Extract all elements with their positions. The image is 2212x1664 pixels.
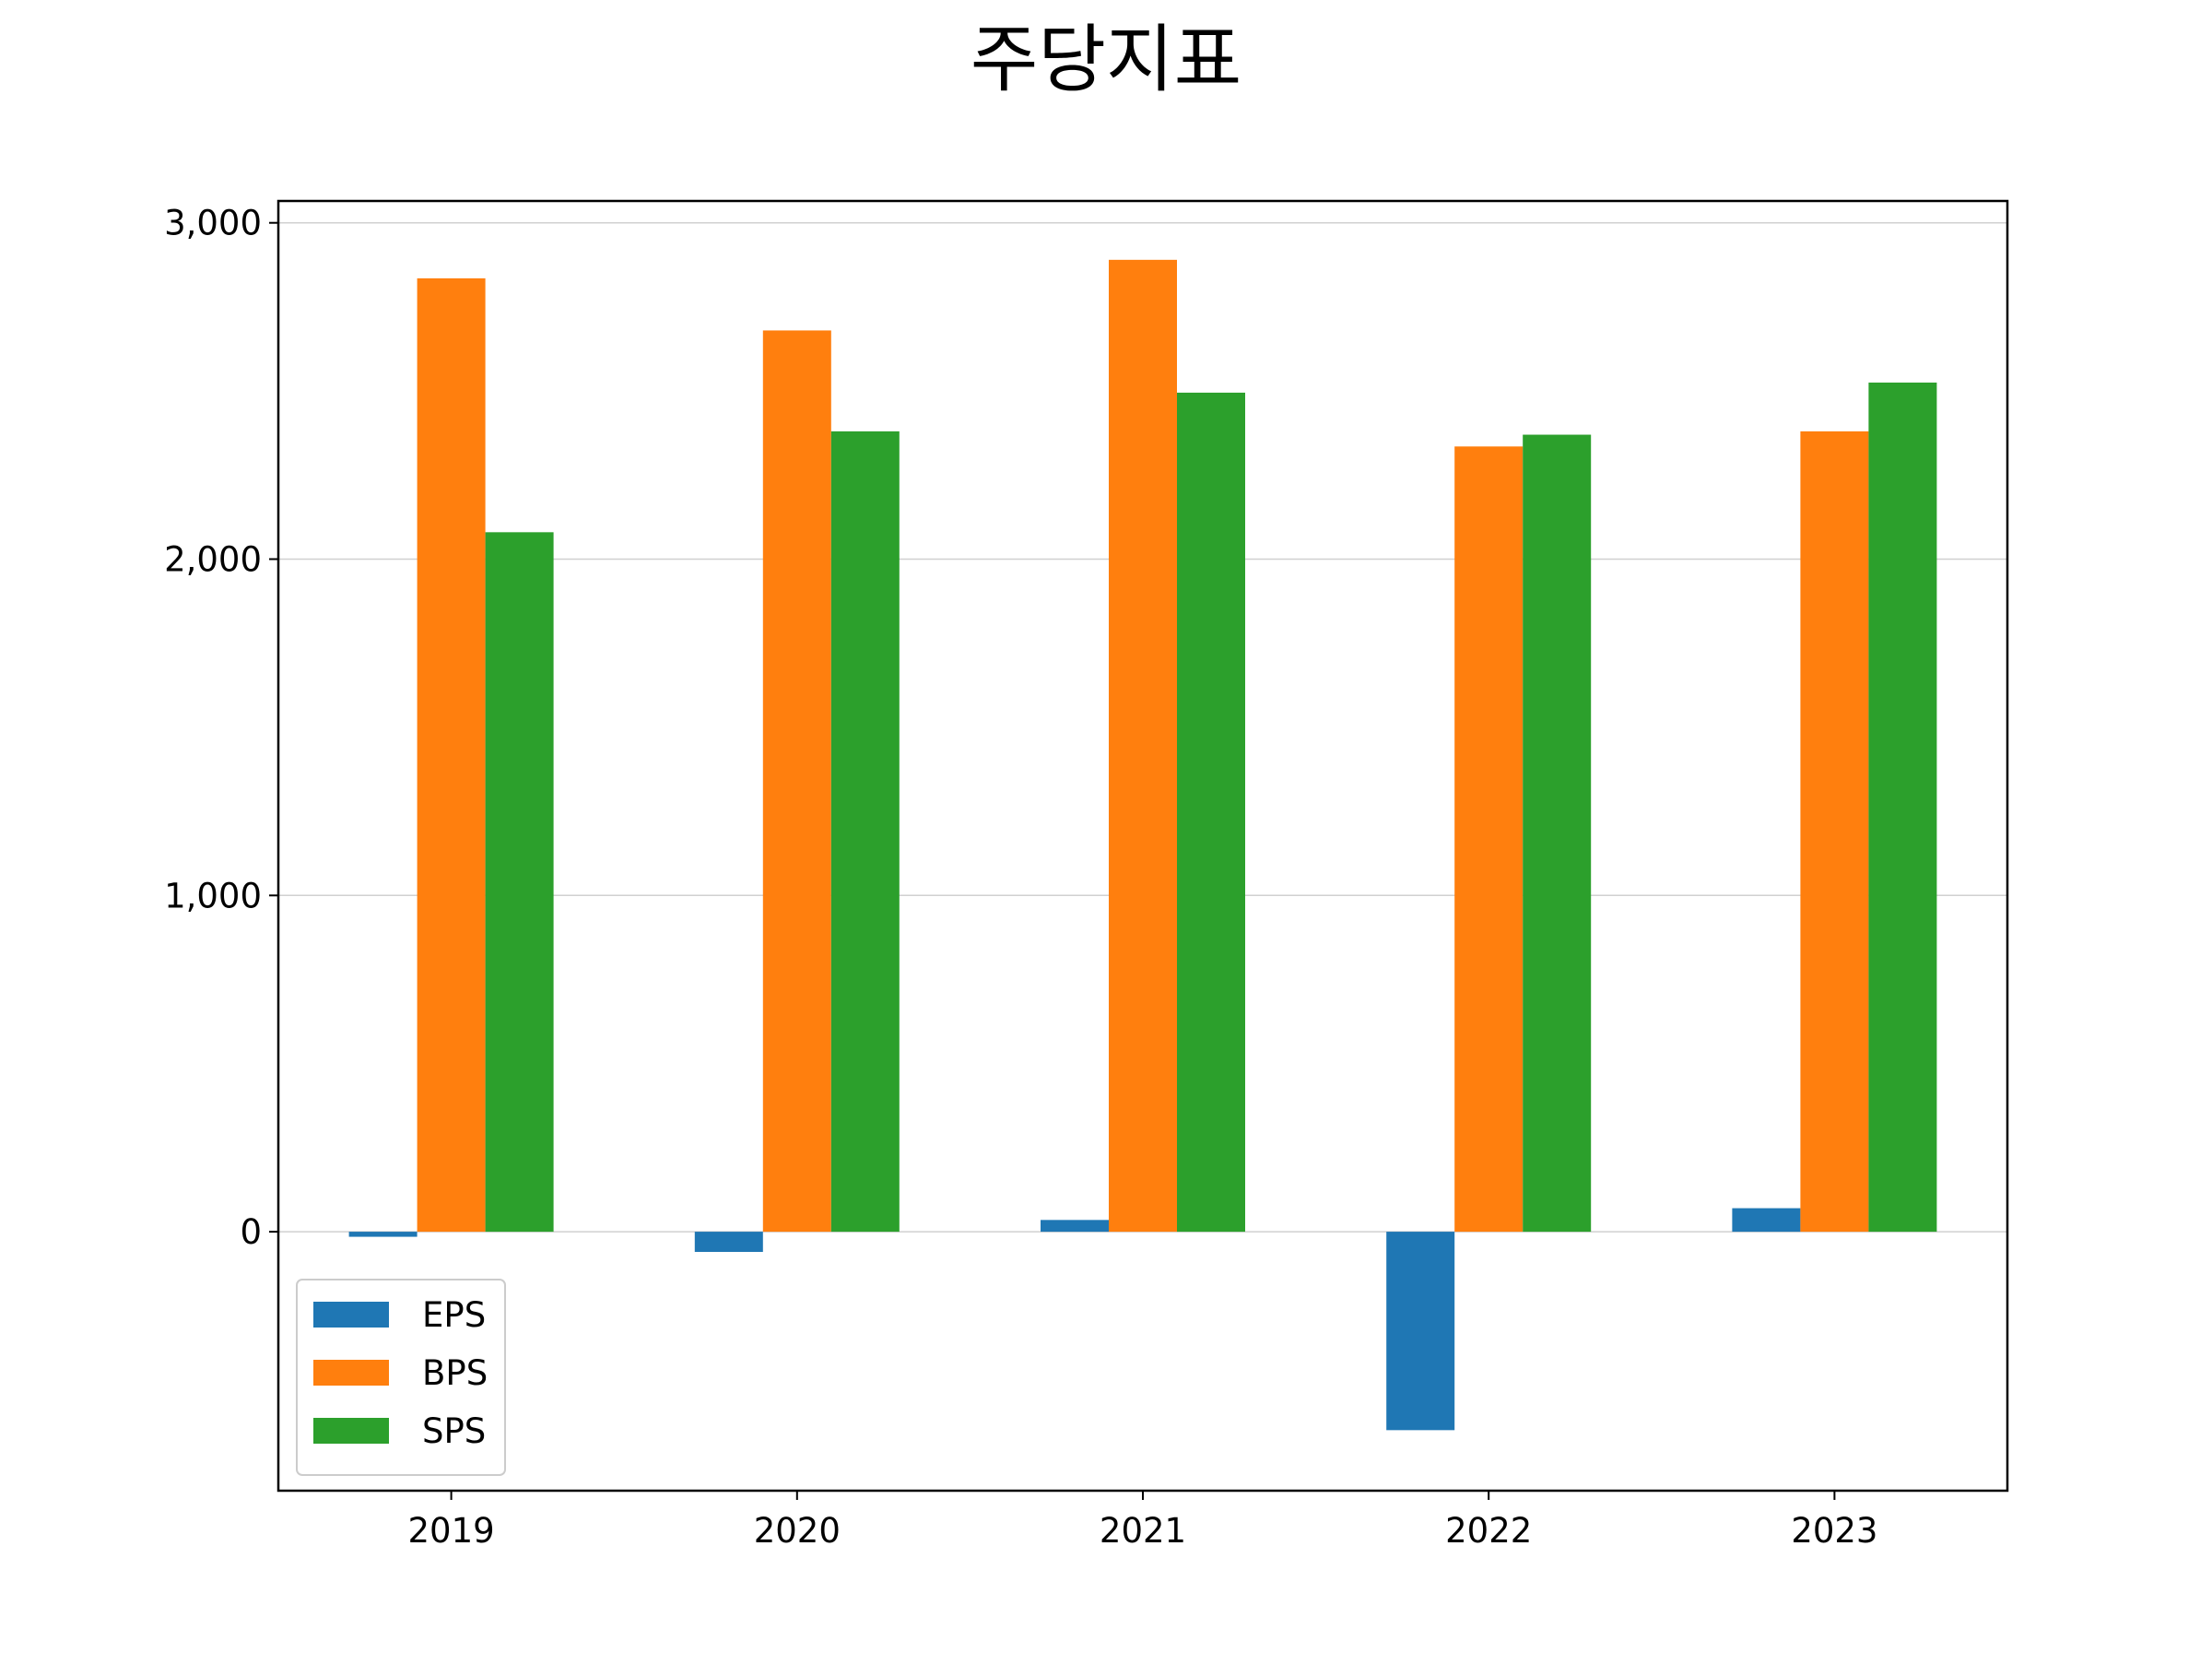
bar-bps-2019	[417, 277, 486, 1233]
bar-bps-2023	[1800, 431, 1869, 1233]
bar-bps-2022	[1454, 446, 1524, 1233]
x-tick-label: 2020	[754, 1511, 841, 1551]
bar-eps-2023	[1732, 1208, 1801, 1233]
y-tick-label: 1,000	[164, 876, 262, 915]
legend: EPS BPS SPS	[296, 1279, 506, 1476]
bar-sps-2019	[485, 532, 554, 1233]
y-axis: 0 1,000 2,000 3,000	[164, 204, 278, 1252]
x-tick-label: 2023	[1791, 1511, 1877, 1551]
bars	[348, 259, 1937, 1431]
x-axis: 2019 2020 2021 2022 2023	[408, 1491, 1877, 1551]
legend-swatch-sps	[313, 1418, 389, 1444]
legend-label-bps: BPS	[422, 1353, 488, 1393]
bar-eps-2022	[1386, 1232, 1455, 1431]
bar-eps-2020	[694, 1232, 763, 1252]
bar-bps-2021	[1109, 259, 1177, 1233]
bar-sps-2021	[1177, 392, 1245, 1233]
bar-sps-2022	[1523, 434, 1592, 1233]
bar-eps-2019	[348, 1232, 418, 1237]
x-tick-label: 2022	[1445, 1511, 1532, 1551]
x-tick-label: 2019	[408, 1511, 495, 1551]
bar-sps-2023	[1868, 382, 1937, 1233]
y-tick-label: 3,000	[164, 204, 262, 243]
y-tick-label: 0	[240, 1212, 262, 1252]
x-tick-label: 2021	[1100, 1511, 1186, 1551]
legend-swatch-bps	[313, 1360, 389, 1386]
bar-eps-2021	[1041, 1220, 1109, 1233]
bar-sps-2020	[830, 431, 900, 1233]
legend-label-eps: EPS	[422, 1295, 486, 1335]
legend-swatch-eps	[313, 1302, 389, 1328]
bar-bps-2020	[762, 330, 831, 1233]
y-tick-label: 2,000	[164, 540, 262, 580]
chart-title: 주당지표	[971, 17, 1241, 102]
legend-label-sps: SPS	[422, 1411, 486, 1451]
